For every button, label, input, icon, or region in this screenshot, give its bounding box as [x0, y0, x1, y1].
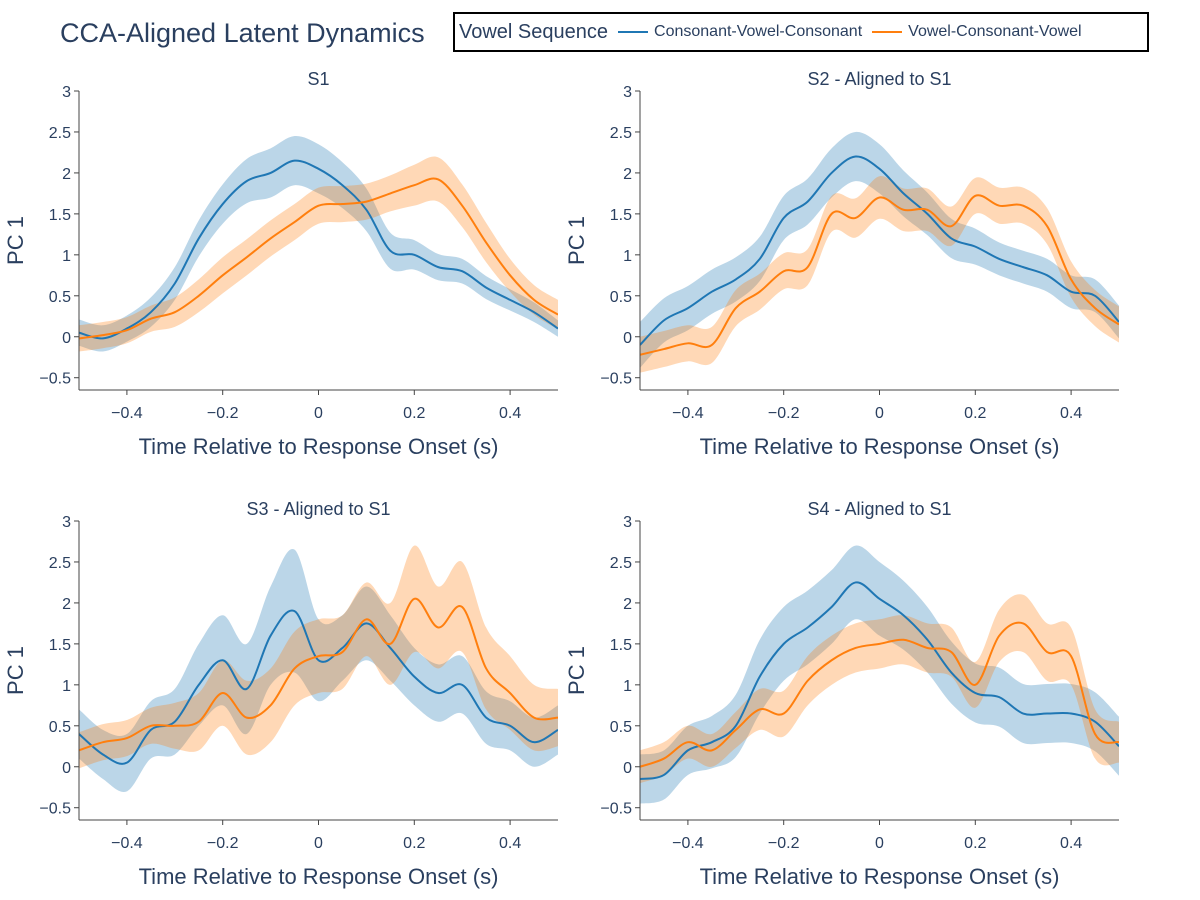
subplot-3-ytick-label: 1.5 [49, 637, 71, 654]
subplot-3: S3 - Aligned to S1 −0.5 0 0.5 1 1.5 2 2.5 3 −0.4 −… [3, 499, 558, 889]
subplot-4-xtick-label: 0 [875, 835, 884, 852]
subplot-1-ytick-label: 0 [62, 330, 71, 347]
subplot-2-line-1 [640, 155, 1119, 346]
subplot-1-ytick-label: 1.5 [49, 207, 71, 224]
subplot-4-xtick-label: −0.2 [768, 835, 800, 852]
subplot-2-xtick-label: 0 [875, 405, 884, 422]
subplot-2-xtick-label: −0.2 [768, 405, 800, 422]
subplot-4-ytick-label: 3 [623, 514, 632, 531]
subplot-4-plot-area [640, 545, 1119, 804]
subplot-4-xtick-label: 0.2 [964, 835, 986, 852]
subplot-2-ytick-label: 3 [623, 84, 632, 101]
legend-label-cvc: Consonant-Vowel-Consonant [654, 23, 863, 40]
subplot-1-xtick-label: 0.2 [403, 405, 425, 422]
subplot-3-line-2 [79, 597, 558, 752]
legend[interactable]: Vowel Sequence Consonant-Vowel-Consonant… [453, 12, 1149, 52]
subplot-4-xlabel: Time Relative to Response Onset (s) [700, 864, 1060, 889]
subplot-4-line-1 [640, 581, 1119, 781]
subplot-2-ylabel: PC 1 [564, 216, 589, 265]
subplot-3-ylabel: PC 1 [3, 646, 28, 695]
subplot-4-ylabel: PC 1 [564, 646, 589, 695]
subplot-1-xtick-label: 0 [314, 405, 323, 422]
legend-item-cvc[interactable]: Consonant-Vowel-Consonant [618, 23, 862, 41]
subplot-4-ytick-label: 2.5 [610, 555, 632, 572]
subplot-1-ytick-label: 2.5 [49, 125, 71, 142]
legend-label-vcv: Vowel-Consonant-Vowel [908, 23, 1082, 40]
legend-swatch-cvc [618, 31, 649, 33]
subplot-1-ytick-label: −0.5 [39, 371, 71, 388]
subplot-2-xtick-label: 0.4 [1060, 405, 1082, 422]
subplot-1-ytick-label: 1 [62, 248, 71, 265]
subplot-4: S4 - Aligned to S1 −0.5 0 0.5 1 1.5 2 2.5 3 −0.4 −… [564, 499, 1119, 889]
subplot-1-band-2 [79, 156, 558, 352]
subplot-4-title: S4 - Aligned to S1 [807, 499, 951, 519]
subplot-1-xlabel: Time Relative to Response Onset (s) [139, 434, 499, 459]
legend-title: Vowel Sequence [459, 20, 609, 43]
subplot-4-band-2 [640, 594, 1119, 784]
subplot-4-xtick-label: 0.4 [1060, 835, 1082, 852]
subplot-2-xtick-label: −0.4 [672, 405, 704, 422]
subplot-3-title: S3 - Aligned to S1 [246, 499, 390, 519]
subplot-4-ytick-label: 2 [623, 596, 632, 613]
subplot-2-xtick-label: 0.2 [964, 405, 986, 422]
subplot-1-ytick-label: 0.5 [49, 289, 71, 306]
subplot-3-xtick-label: 0 [314, 835, 323, 852]
subplot-2-ytick-label: 0.5 [610, 289, 632, 306]
subplot-2-band-2 [640, 176, 1119, 373]
subplot-3-ytick-label: 1 [62, 678, 71, 695]
subplot-1-ylabel: PC 1 [3, 216, 28, 265]
subplot-4-ytick-label: 0.5 [610, 719, 632, 736]
subplot-4-xtick-label: −0.4 [672, 835, 704, 852]
subplot-4-ytick-label: −0.5 [600, 801, 632, 818]
subplot-3-ytick-label: −0.5 [39, 801, 71, 818]
subplot-4-ytick-label: 1 [623, 678, 632, 695]
subplot-3-ytick-label: 3 [62, 514, 71, 531]
subplot-3-band-1 [79, 548, 558, 793]
subplot-1-line-1 [79, 159, 558, 340]
subplot-3-xtick-label: −0.2 [207, 835, 239, 852]
subplot-4-line-2 [640, 621, 1119, 768]
subplot-1-ytick-label: 2 [62, 166, 71, 183]
subplot-1-plot-area [79, 135, 558, 352]
subplot-2-ytick-label: 2 [623, 166, 632, 183]
subplot-3-plot-area [79, 545, 558, 793]
subplot-2-xlabel: Time Relative to Response Onset (s) [700, 434, 1060, 459]
subplot-3-xlabel: Time Relative to Response Onset (s) [139, 864, 499, 889]
subplot-2-band-1 [640, 131, 1119, 368]
subplot-2-ytick-label: 1.5 [610, 207, 632, 224]
subplot-2: S2 - Aligned to S1 −0.5 0 0.5 1 1.5 2 2.5 3 −0.4 −… [564, 69, 1119, 459]
subplot-4-ytick-label: 1.5 [610, 637, 632, 654]
legend-item-vcv[interactable]: Vowel-Consonant-Vowel [872, 23, 1082, 41]
subplot-1-line-2 [79, 177, 558, 340]
subplot-2-ytick-label: −0.5 [600, 371, 632, 388]
subplot-2-ytick-label: 1 [623, 248, 632, 265]
subplot-4-ytick-label: 0 [623, 760, 632, 777]
subplot-4-band-1 [640, 545, 1119, 804]
subplot-2-title: S2 - Aligned to S1 [807, 69, 951, 89]
subplot-3-xtick-label: 0.2 [403, 835, 425, 852]
subplot-3-xtick-label: −0.4 [111, 835, 143, 852]
subplot-2-ytick-label: 0 [623, 330, 632, 347]
subplot-3-ytick-label: 2.5 [49, 555, 71, 572]
subplot-3-ytick-label: 0.5 [49, 719, 71, 736]
subplot-1-ytick-label: 3 [62, 84, 71, 101]
subplot-2-line-2 [640, 194, 1119, 356]
subplot-2-plot-area [640, 131, 1119, 373]
subplot-1-title: S1 [307, 69, 329, 89]
subplot-3-xtick-label: 0.4 [499, 835, 521, 852]
chart-title: CCA-Aligned Latent Dynamics [60, 18, 425, 48]
subplot-1-xtick-label: 0.4 [499, 405, 521, 422]
subplot-3-line-1 [79, 609, 558, 765]
subplot-1-xtick-label: −0.2 [207, 405, 239, 422]
subplot-1-xtick-label: −0.4 [111, 405, 143, 422]
subplot-3-ytick-label: 2 [62, 596, 71, 613]
subplot-2-ytick-label: 2.5 [610, 125, 632, 142]
subplot-3-ytick-label: 0 [62, 760, 71, 777]
legend-swatch-vcv [872, 31, 903, 33]
